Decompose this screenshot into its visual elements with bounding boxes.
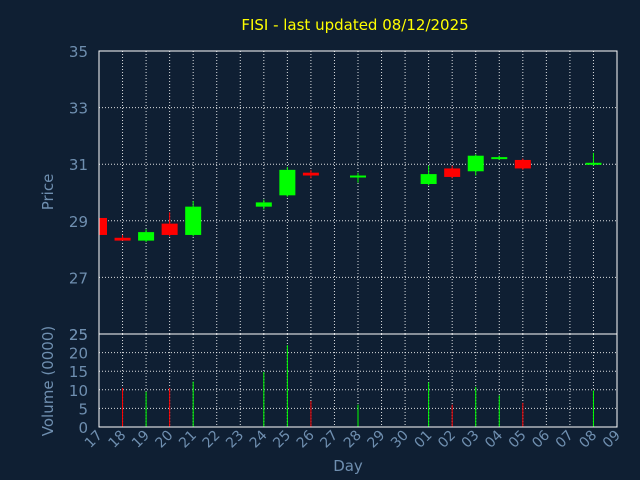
candle-body [467, 155, 484, 172]
x-tick-label: 30 [388, 428, 412, 452]
candle-body [350, 175, 366, 178]
price-tick-label: 27 [69, 269, 88, 287]
x-tick-label: 18 [105, 428, 129, 452]
candle-body [99, 217, 107, 235]
price-tick-label: 35 [69, 43, 88, 61]
x-tick-label: 02 [435, 428, 459, 452]
candle-body [514, 159, 531, 169]
candle-body [302, 172, 319, 176]
candle-body [444, 168, 461, 177]
price-axis-label: Price [39, 174, 57, 211]
candle-body [491, 157, 508, 160]
x-tick-label: 22 [200, 428, 224, 452]
x-axis-label: Day [333, 457, 363, 475]
x-tick-label: 27 [317, 428, 341, 452]
candle-body [420, 174, 437, 185]
x-tick-label: 05 [506, 428, 530, 452]
x-tick-label: 19 [129, 428, 153, 452]
x-tick-label: 29 [364, 428, 388, 452]
volume-tick-label: 10 [69, 382, 88, 400]
x-tick-label: 04 [482, 427, 506, 451]
price-tick-labels: 27 29 31 33 35 25 [69, 43, 88, 344]
candles [98, 152, 602, 243]
x-tick-labels: 17 18 19 20 21 22 23 24 25 26 27 28 29 30 01 02 03 04 05 06… [82, 427, 624, 451]
price-tick-label: 29 [69, 213, 88, 231]
x-tick-label: 09 [600, 428, 624, 452]
x-tick-label: 24 [247, 427, 271, 451]
candle-body [279, 169, 296, 196]
x-tick-label: 01 [412, 428, 436, 452]
candle-body [138, 232, 155, 241]
x-tick-label: 26 [294, 427, 318, 451]
candle-body [255, 202, 272, 207]
price-tick-label: 31 [69, 156, 88, 174]
x-tick-label: 25 [270, 428, 294, 452]
x-tick-label: 03 [459, 428, 483, 452]
x-tick-label: 21 [176, 428, 200, 452]
chart-title: FISI - last updated 08/12/2025 [241, 16, 468, 34]
volume-tick-label: 15 [69, 363, 88, 381]
x-tick-label: 08 [576, 428, 600, 452]
price-tick-label: 25 [69, 326, 88, 344]
volume-tick-label: 25 [69, 326, 88, 344]
volume-tick-label: 0 [78, 419, 88, 437]
volume-tick-label: 20 [69, 345, 88, 363]
x-tick-label: 20 [153, 428, 177, 452]
price-tick-label: 33 [69, 100, 88, 118]
candle-body [161, 223, 178, 235]
price-grid [99, 50, 617, 334]
x-tick-label: 23 [223, 428, 247, 452]
volume-tick-label: 5 [78, 400, 88, 418]
candle-body [114, 237, 131, 241]
volume-bars [122, 345, 594, 427]
x-tick-label: 28 [341, 428, 365, 452]
candle-body [185, 206, 202, 235]
x-tick-label: 06 [529, 427, 553, 451]
volume-panel-frame [98, 333, 618, 428]
volume-axis-label: Volume (0000) [39, 326, 57, 436]
x-tick-label: 07 [553, 428, 577, 452]
candle-body [585, 162, 602, 165]
